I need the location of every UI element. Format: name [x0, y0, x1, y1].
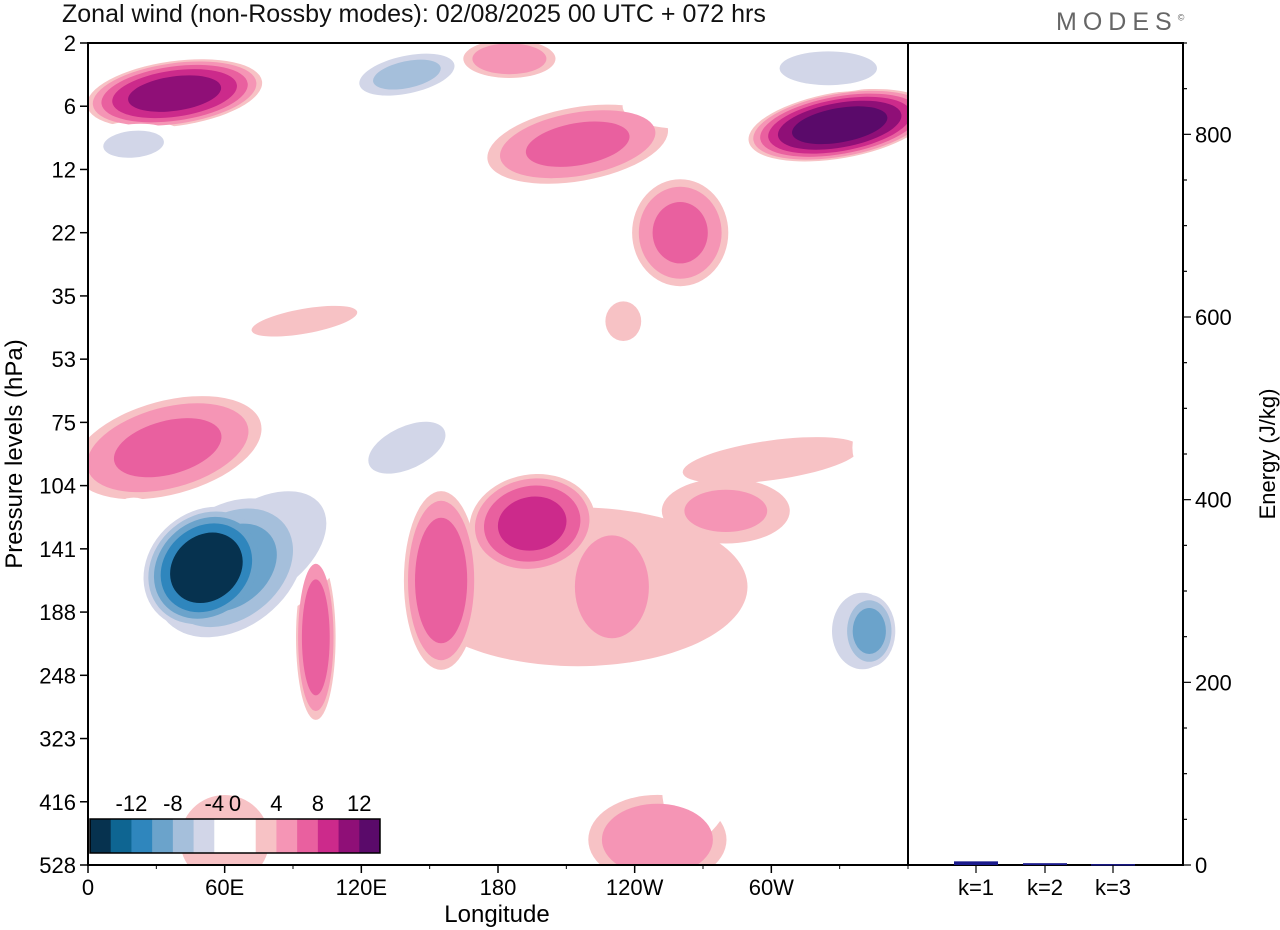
contour-region — [216, 233, 302, 283]
energy-category-label: k=1 — [958, 875, 994, 900]
energy-category-label: k=2 — [1027, 875, 1063, 900]
contour-region — [170, 532, 243, 604]
contour-region — [415, 517, 468, 644]
contour-region — [373, 59, 441, 90]
contour-region — [605, 301, 642, 342]
energy-bar — [1091, 864, 1135, 866]
colorbar-swatch — [110, 819, 132, 853]
contour-region — [368, 421, 446, 474]
contour-region — [682, 437, 860, 484]
colorbar-swatch — [172, 819, 195, 853]
contour-region — [497, 496, 567, 551]
energy-bar — [1023, 863, 1067, 865]
y-tick-label: 528 — [39, 853, 76, 878]
colorbar-swatch — [90, 819, 112, 853]
contour-region — [301, 579, 330, 696]
contour-region — [792, 106, 888, 145]
colorbar-swatch — [255, 819, 277, 853]
colorbar-tick-label: -4 — [205, 791, 225, 816]
contour-region — [633, 88, 727, 125]
contour-region — [472, 43, 547, 75]
colorbar-swatch — [276, 819, 298, 853]
y-tick-label: 6 — [64, 94, 76, 119]
y-tick-label: 188 — [39, 600, 76, 625]
y-tick-label: 75 — [52, 410, 76, 435]
colorbar-tick-label: 12 — [347, 791, 371, 816]
contour-region — [243, 95, 366, 130]
energy-tick-label: 0 — [1195, 853, 1207, 878]
y-tick-label: 53 — [52, 347, 76, 372]
energy-tick-label: 800 — [1195, 122, 1232, 147]
colorbar-swatch — [152, 819, 174, 853]
contour-region — [779, 51, 877, 86]
colorbar-swatch — [131, 819, 153, 853]
contour-region — [778, 268, 833, 349]
contour-region — [128, 75, 222, 112]
y-tick-label: 104 — [39, 474, 76, 499]
x-axis-label: Longitude — [444, 901, 549, 928]
colorbar-tick-label: 4 — [270, 791, 282, 816]
contour-region — [113, 418, 222, 478]
colorbar-swatch — [235, 819, 257, 853]
x-tick-label: 60W — [749, 875, 794, 900]
x-tick-label: 120W — [606, 875, 664, 900]
y-axis-label: Pressure levels (hPa) — [1, 339, 28, 568]
energy-tick-label: 600 — [1195, 305, 1232, 330]
y-tick-label: 323 — [39, 727, 76, 752]
contour-region — [251, 305, 358, 337]
y-tick-label: 2 — [64, 31, 76, 56]
colorbar-tick-label: 8 — [312, 791, 324, 816]
colorbar-swatch — [214, 819, 236, 853]
modes-logo: MODES© — [1056, 8, 1185, 36]
contour-region — [852, 417, 896, 478]
y-tick-label: 141 — [39, 537, 76, 562]
x-tick-label: 0 — [82, 875, 94, 900]
colorbar-tick-label: -8 — [163, 791, 183, 816]
chart-title: Zonal wind (non-Rossby modes): 02/08/202… — [62, 0, 766, 28]
contour-region — [574, 535, 649, 639]
x-tick-label: 120E — [336, 875, 387, 900]
energy-axis-label: Energy (J/kg) — [1255, 389, 1280, 520]
contour-region — [103, 130, 164, 158]
energy-tick-label: 400 — [1195, 488, 1232, 513]
contour-region — [601, 803, 713, 865]
y-tick-label: 12 — [52, 157, 76, 182]
x-tick-label: 60E — [205, 875, 244, 900]
colorbar-swatch — [297, 819, 319, 853]
energy-tick-label: 200 — [1195, 670, 1232, 695]
colorbar-swatch — [338, 819, 360, 853]
colorbar-frame — [89, 818, 381, 854]
contour-region — [852, 608, 886, 654]
colorbar-swatch — [193, 819, 215, 853]
contour-region — [652, 202, 708, 264]
colorbar-tick-label: 0 — [229, 791, 241, 816]
colorbar-swatch — [317, 819, 340, 853]
y-tick-label: 35 — [52, 284, 76, 309]
contour-region — [213, 646, 327, 768]
energy-bar — [954, 861, 998, 865]
y-tick-label: 22 — [52, 221, 76, 246]
x-tick-label: 180 — [480, 875, 517, 900]
contour-region — [525, 121, 630, 167]
contour-region — [684, 489, 768, 532]
colorbar-tick-label: -12 — [116, 791, 148, 816]
energy-category-label: k=3 — [1095, 875, 1131, 900]
y-tick-label: 248 — [39, 663, 76, 688]
y-tick-label: 416 — [39, 790, 76, 815]
contour-region — [836, 166, 908, 249]
colorbar-swatch — [359, 819, 381, 853]
contour-region — [661, 674, 745, 841]
energy-frame — [907, 42, 1184, 866]
